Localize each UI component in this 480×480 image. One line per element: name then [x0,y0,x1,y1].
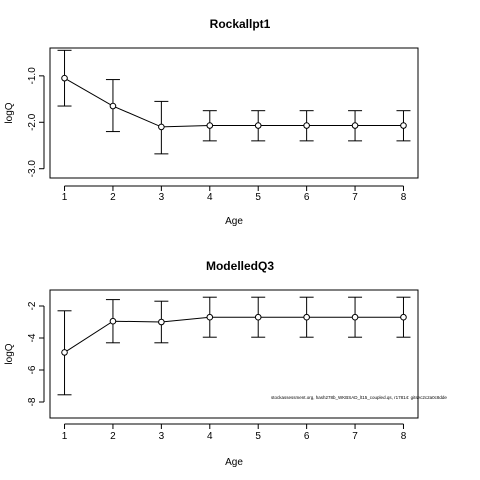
x-tick-label: 7 [352,431,358,442]
x-tick-label: 7 [352,192,358,203]
plot-frame [49,47,419,179]
x-axis-label: Age [225,457,243,468]
source-annotation: stockassessment.org, hash278b_WKBSAD_lt1… [271,395,447,400]
x-tick-label: 8 [401,192,407,203]
data-point [109,102,117,110]
data-point [303,313,310,321]
data-point [254,313,262,321]
panel-rockallpt1: Rockallpt1 Age logQ 1 2 3 4 5 6 7 8 -1.0 -2.0 -3.0 [4,17,419,227]
x-tick-label: 4 [207,192,213,203]
x-tick-label: 4 [207,431,213,442]
data-point [109,317,117,325]
x-tick-label: 5 [255,431,261,442]
y-axis-label: logQ [4,102,15,123]
data-point [400,313,407,321]
x-tick-label: 2 [110,431,116,442]
y-axis-label: logQ [4,343,15,364]
data-point [400,122,407,129]
data-point [206,313,214,321]
series-line [64,316,404,353]
panel-modelledq3: ModelledQ3 Age logQ stockassessment.org,… [4,259,447,468]
x-tick-label: 3 [159,431,165,442]
chart-title: ModelledQ3 [206,259,274,273]
data-point [303,122,310,129]
x-tick-label: 6 [304,431,310,442]
x-tick-label: 5 [255,192,261,203]
y-tick-label: -8 [27,397,38,406]
y-tick-label: -4 [27,333,38,342]
x-axis-label: Age [225,216,243,227]
data-point [158,318,165,326]
x-tick-label: 1 [62,431,68,442]
series-line [64,77,404,128]
data-point [351,313,359,321]
data-point [351,122,359,129]
x-tick-label: 1 [62,192,68,203]
y-tick-label: -2.0 [27,113,38,131]
x-tick-label: 3 [159,192,165,203]
x-tick-label: 2 [110,192,116,203]
data-point [206,122,214,129]
data-point [61,349,68,356]
plot-frame [49,289,419,419]
x-tick-label: 8 [401,431,407,442]
x-tick-label: 6 [304,192,310,203]
data-point [254,122,262,129]
y-tick-label: -2 [27,301,38,310]
y-tick-label: -1.0 [27,67,38,85]
y-tick-label: -3.0 [27,160,38,178]
data-point [158,123,165,131]
chart-title: Rockallpt1 [210,17,271,31]
data-point [61,74,68,82]
y-tick-label: -6 [27,365,38,374]
